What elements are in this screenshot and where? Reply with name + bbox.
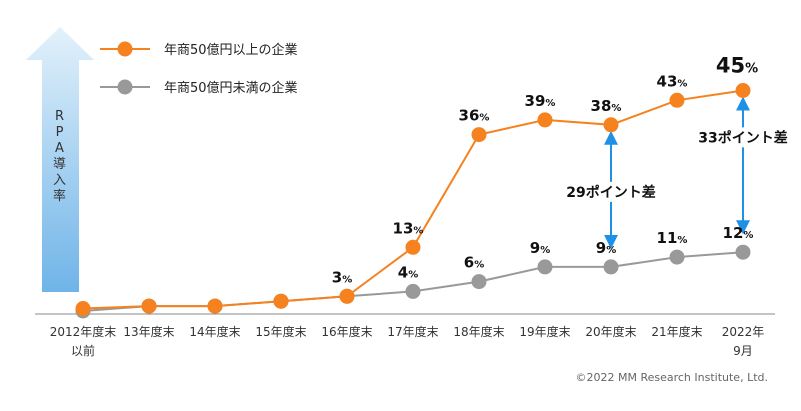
y-axis-label-char: 率 bbox=[53, 188, 67, 204]
data-label-s1-9: 11% bbox=[657, 229, 688, 247]
x-tick-label-1-0: 13年度末 bbox=[123, 324, 174, 339]
data-label-value: 39 bbox=[525, 92, 546, 110]
x-tick-label-10-1: 9月 bbox=[733, 344, 753, 358]
x-tick-label-0-1: 以前 bbox=[71, 343, 95, 358]
x-tick-label-5-0: 17年度末 bbox=[387, 324, 438, 339]
data-point-s0-7 bbox=[537, 112, 553, 128]
data-label-unit: % bbox=[413, 225, 423, 236]
data-label-unit: % bbox=[479, 113, 489, 124]
data-label-s1-7: 9% bbox=[530, 239, 550, 257]
x-tick-label-0-0: 2012年度末 bbox=[50, 324, 117, 339]
gap-label-1: 33ポイント差 bbox=[698, 129, 787, 146]
data-label-s0-10: 45% bbox=[716, 54, 758, 78]
data-label-s0-6: 36% bbox=[459, 107, 490, 125]
y-axis-label-char: R bbox=[55, 109, 65, 124]
data-label-value: 9 bbox=[596, 239, 606, 257]
data-label-value: 43 bbox=[657, 72, 678, 90]
data-point-s0-0 bbox=[75, 301, 91, 317]
data-label-s0-8: 38% bbox=[591, 97, 622, 115]
data-labels: 13%36%39% 38%43%45%3% 4%6%9% 9%11% 12% bbox=[332, 54, 758, 287]
series-points bbox=[75, 83, 751, 319]
data-label-unit: % bbox=[408, 269, 418, 280]
data-label-unit: % bbox=[606, 245, 616, 256]
legend-label-1: 年商50億円未満の企業 bbox=[164, 80, 298, 96]
x-tick-label-6-0: 18年度末 bbox=[453, 324, 504, 339]
x-tick-label-10-0: 2022年 bbox=[722, 325, 765, 339]
gap-label-bg-0 bbox=[558, 181, 664, 202]
data-point-s0-6 bbox=[471, 127, 487, 143]
data-label-value: 36 bbox=[459, 107, 480, 125]
x-tick-label-8-0: 20年度末 bbox=[585, 324, 636, 339]
data-label-unit: % bbox=[677, 78, 687, 89]
copyright-text: ©2022 MM Research Institute, Ltd. bbox=[575, 371, 768, 384]
data-label-unit: % bbox=[545, 98, 555, 109]
data-point-s1-6 bbox=[471, 274, 487, 290]
data-label-value: 4 bbox=[398, 263, 408, 281]
data-label-unit: % bbox=[342, 274, 352, 285]
gap-label-bg-1 bbox=[690, 127, 796, 148]
legend-label-0: 年商50億円以上の企業 bbox=[164, 42, 298, 58]
data-point-s0-5 bbox=[405, 239, 421, 255]
legend-marker-0 bbox=[117, 41, 133, 57]
data-label-unit: % bbox=[540, 245, 550, 256]
data-label-unit: % bbox=[474, 260, 484, 271]
data-point-s1-7 bbox=[537, 259, 553, 275]
legend-marker-1 bbox=[117, 79, 133, 95]
x-tick-label-2-0: 14年度末 bbox=[189, 324, 240, 339]
data-label-value: 12 bbox=[723, 224, 744, 242]
data-point-s0-8 bbox=[603, 117, 619, 133]
gap-annotations: 29ポイント差 33ポイント差 bbox=[558, 96, 796, 249]
data-label-unit: % bbox=[677, 235, 687, 246]
y-axis-arrow: R P A 導入率 bbox=[26, 27, 94, 292]
data-point-s0-9 bbox=[669, 92, 685, 108]
y-axis-label: R P A 導入率 bbox=[53, 109, 67, 204]
data-point-s0-10 bbox=[735, 83, 751, 98]
data-label-value: 9 bbox=[530, 239, 540, 257]
data-point-s1-8 bbox=[603, 259, 619, 275]
data-point-s1-10 bbox=[735, 244, 751, 260]
data-point-s0-1 bbox=[141, 298, 157, 314]
y-axis-label-char: A bbox=[55, 141, 65, 156]
x-tick-label-4-0: 16年度末 bbox=[321, 324, 372, 339]
y-axis-label-char: 入 bbox=[53, 173, 67, 188]
data-point-s1-5 bbox=[405, 283, 421, 299]
data-point-s0-3 bbox=[273, 293, 289, 309]
x-tick-label-9-0: 21年度末 bbox=[651, 324, 702, 339]
x-tick-label-3-0: 15年度末 bbox=[255, 324, 306, 339]
data-label-unit: % bbox=[611, 103, 621, 114]
data-label-s0-7: 39% bbox=[525, 92, 556, 110]
data-label-unit: % bbox=[745, 62, 758, 77]
data-point-s0-4 bbox=[339, 288, 355, 304]
y-axis-label-char: P bbox=[56, 125, 65, 140]
data-label-s1-8: 9% bbox=[596, 239, 616, 257]
data-label-value: 38 bbox=[591, 97, 612, 115]
y-axis-arrow-shape bbox=[26, 27, 94, 292]
x-tick-label-7-0: 19年度末 bbox=[519, 324, 570, 339]
y-axis-label-char: 導 bbox=[53, 157, 67, 172]
data-label-s0-5: 13% bbox=[393, 219, 424, 237]
data-label-s1-10: 12% bbox=[723, 224, 754, 242]
data-label-value: 13 bbox=[393, 219, 414, 237]
data-label-value: 6 bbox=[464, 254, 474, 272]
data-label-s1-6: 6% bbox=[464, 254, 484, 272]
data-label-unit: % bbox=[743, 230, 753, 241]
data-point-s0-2 bbox=[207, 298, 223, 314]
gap-label-0: 29ポイント差 bbox=[566, 184, 655, 201]
data-label-value: 3 bbox=[332, 268, 342, 286]
data-label-value: 11 bbox=[657, 229, 678, 247]
data-label-s1-4: 3% bbox=[332, 268, 352, 286]
data-label-s1-5: 4% bbox=[398, 263, 418, 281]
series-line-1 bbox=[82, 251, 744, 312]
data-point-s1-9 bbox=[669, 249, 685, 265]
data-label-value: 45 bbox=[716, 54, 745, 78]
data-label-s0-9: 43% bbox=[657, 72, 688, 90]
